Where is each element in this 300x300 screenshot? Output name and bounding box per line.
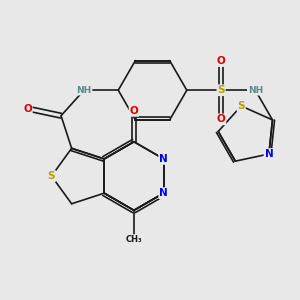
Text: O: O	[130, 106, 138, 116]
Text: N: N	[159, 188, 168, 198]
Text: N: N	[159, 154, 168, 164]
Text: S: S	[237, 101, 245, 111]
Text: O: O	[23, 103, 32, 114]
Text: S: S	[48, 171, 55, 181]
Text: NH: NH	[76, 86, 92, 95]
Text: N: N	[265, 149, 273, 159]
Text: NH: NH	[248, 86, 263, 95]
Text: S: S	[217, 85, 225, 95]
Text: O: O	[217, 114, 225, 124]
Text: O: O	[217, 56, 225, 66]
Text: CH₃: CH₃	[126, 235, 142, 244]
